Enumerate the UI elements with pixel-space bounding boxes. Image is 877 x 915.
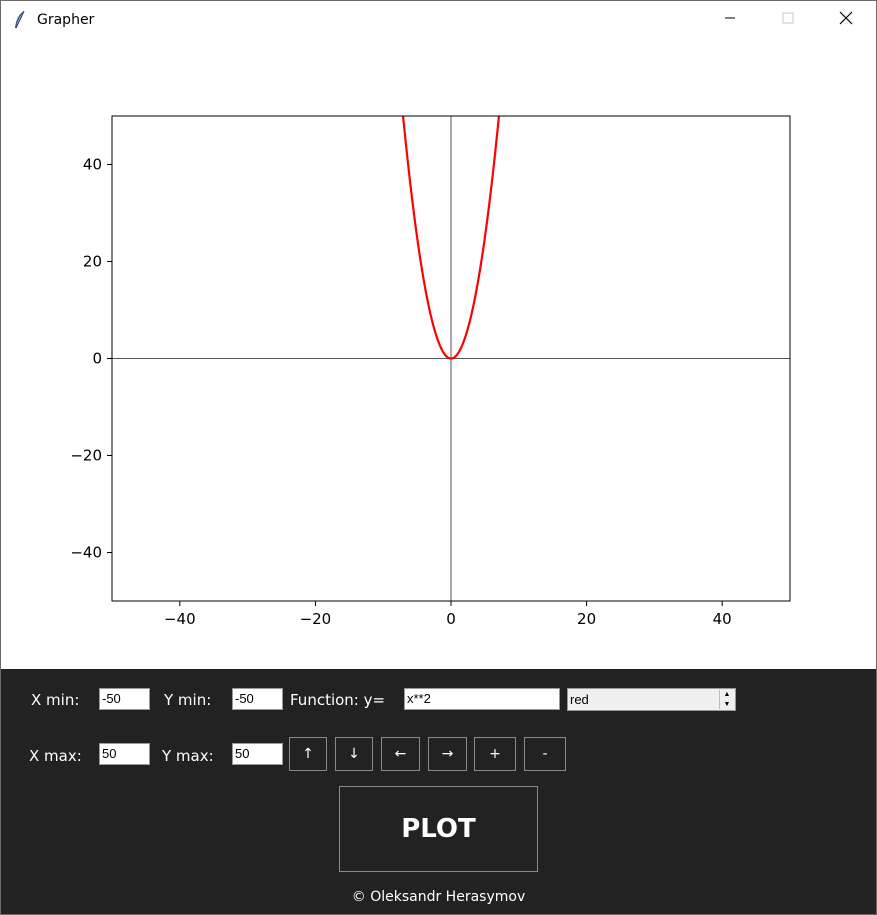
ymin-label: Y min: xyxy=(164,691,212,709)
color-value: red xyxy=(570,692,589,707)
x-tick-label: −20 xyxy=(300,610,332,628)
zoom-out-button[interactable]: - xyxy=(524,737,566,771)
y-tick-label: −40 xyxy=(70,544,102,562)
ymax-input[interactable]: 50 xyxy=(232,743,283,765)
window-title: Grapher xyxy=(37,12,95,28)
xmin-input[interactable]: -50 xyxy=(99,688,150,710)
spin-up-icon[interactable]: ▲ xyxy=(723,691,731,699)
minimize-button[interactable] xyxy=(701,1,759,39)
xmax-label: X max: xyxy=(29,747,82,765)
spin-down-icon[interactable]: ▼ xyxy=(723,700,731,708)
pan-left-button[interactable]: ← xyxy=(381,737,420,771)
feather-icon xyxy=(13,10,27,30)
x-tick-label: 0 xyxy=(446,610,456,628)
color-spinbox[interactable]: red ▲ ▼ xyxy=(567,688,736,711)
plot-button[interactable]: PLOT xyxy=(339,786,538,872)
xmax-input[interactable]: 50 xyxy=(99,743,150,765)
spin-arrows[interactable]: ▲ ▼ xyxy=(719,690,734,709)
function-curve xyxy=(401,116,501,360)
plot-canvas[interactable]: −40 −20 0 20 40 −40 −20 0 20 40 xyxy=(1,39,876,669)
control-panel: X min: -50 Y min: -50 Function: y= x**2 … xyxy=(1,669,876,914)
chart-svg: −40 −20 0 20 40 −40 −20 0 20 40 xyxy=(70,115,791,628)
x-tick-label: 40 xyxy=(713,610,732,628)
ymin-input[interactable]: -50 xyxy=(232,688,283,710)
zoom-in-button[interactable]: + xyxy=(474,737,516,771)
function-input[interactable]: x**2 xyxy=(404,688,560,710)
close-icon xyxy=(839,11,853,30)
y-tick-label: 0 xyxy=(92,350,102,368)
maximize-icon xyxy=(782,11,794,29)
minimize-icon xyxy=(724,11,736,29)
close-button[interactable] xyxy=(817,1,875,39)
y-tick-label: 20 xyxy=(83,253,102,271)
pan-down-button[interactable]: ↓ xyxy=(335,737,373,771)
y-tick-label: −20 xyxy=(70,447,102,465)
title-bar[interactable]: Grapher xyxy=(1,1,876,39)
ymax-label: Y max: xyxy=(162,747,214,765)
x-tick-label: −40 xyxy=(164,610,196,628)
copyright-footer: © Oleksandr Herasymov xyxy=(351,889,526,905)
y-tick-label: 40 xyxy=(83,156,102,174)
pan-up-button[interactable]: ↑ xyxy=(289,737,327,771)
maximize-button[interactable] xyxy=(759,1,817,39)
function-label: Function: y= xyxy=(290,691,386,709)
xmin-label: X min: xyxy=(31,691,80,709)
x-tick-label: 20 xyxy=(577,610,596,628)
pan-right-button[interactable]: → xyxy=(428,737,467,771)
